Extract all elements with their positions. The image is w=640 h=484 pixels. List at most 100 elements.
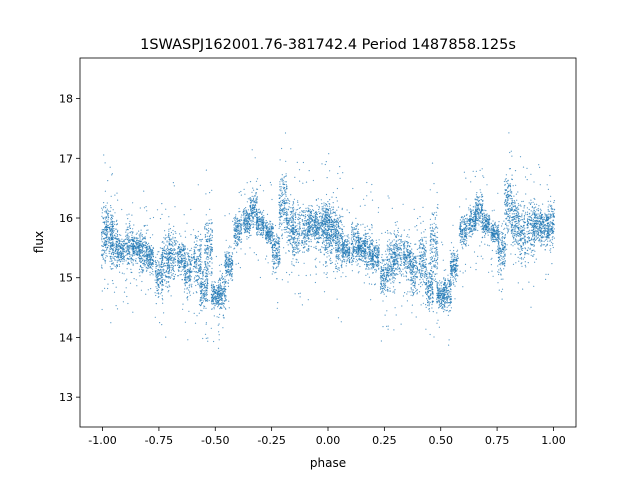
data-point	[387, 246, 389, 248]
data-point	[329, 250, 331, 252]
data-point	[338, 256, 340, 258]
data-point	[408, 251, 410, 253]
data-point	[413, 208, 415, 210]
data-point	[499, 232, 501, 235]
data-point	[417, 217, 419, 220]
data-point	[406, 249, 408, 251]
data-point	[351, 231, 353, 233]
data-point	[480, 209, 482, 211]
data-point	[450, 282, 452, 284]
data-point	[531, 220, 533, 222]
data-point	[422, 273, 424, 275]
data-point	[358, 234, 360, 237]
data-point	[501, 255, 503, 257]
data-point	[410, 276, 412, 279]
data-point	[337, 257, 339, 259]
data-point	[467, 244, 470, 246]
data-point	[428, 301, 430, 303]
data-point	[335, 247, 337, 249]
data-point	[402, 241, 404, 243]
data-point	[437, 236, 439, 239]
data-point	[436, 282, 438, 284]
data-point	[340, 250, 342, 252]
data-point	[354, 250, 356, 252]
data-point	[429, 269, 432, 271]
data-point	[422, 257, 425, 259]
data-point	[512, 263, 515, 265]
data-point	[374, 246, 376, 248]
data-point	[352, 233, 354, 235]
data-point	[420, 286, 422, 288]
data-point	[344, 250, 346, 252]
data-point	[388, 258, 390, 260]
data-point	[502, 236, 504, 238]
data-point	[516, 242, 518, 244]
data-point	[466, 232, 468, 234]
data-point	[369, 258, 371, 260]
data-point	[499, 256, 501, 258]
data-point	[396, 248, 398, 250]
data-point	[427, 290, 429, 292]
data-point	[336, 187, 338, 190]
data-point	[380, 279, 382, 281]
data-point	[470, 217, 472, 219]
data-point	[383, 274, 385, 277]
data-point	[514, 221, 517, 223]
data-point	[390, 282, 392, 284]
data-point	[366, 181, 368, 184]
data-point	[380, 281, 382, 283]
data-point	[352, 247, 354, 249]
data-point	[392, 286, 395, 288]
data-point	[473, 251, 476, 253]
data-point	[478, 210, 480, 212]
data-point	[518, 204, 520, 207]
data-point	[535, 206, 537, 208]
data-point	[395, 224, 397, 226]
data-point	[477, 202, 479, 204]
data-point	[481, 208, 483, 210]
data-point	[533, 245, 535, 247]
data-point	[468, 207, 470, 209]
data-point	[390, 233, 392, 235]
data-point	[386, 244, 388, 246]
data-point	[366, 242, 368, 244]
data-point	[522, 210, 524, 212]
data-point	[324, 261, 327, 263]
data-point	[335, 228, 337, 230]
data-point	[531, 244, 533, 246]
data-point	[445, 291, 447, 293]
data-point	[366, 233, 368, 235]
data-point	[351, 242, 353, 245]
data-point	[406, 262, 408, 264]
data-point	[533, 254, 535, 256]
data-point	[385, 281, 387, 283]
data-point	[339, 221, 341, 223]
data-point	[511, 223, 514, 225]
data-point	[338, 225, 340, 228]
data-point	[523, 207, 525, 209]
data-point	[368, 249, 370, 251]
data-point	[530, 229, 533, 231]
data-point	[533, 231, 535, 233]
data-point	[347, 255, 349, 257]
data-point	[505, 181, 507, 183]
data-point	[522, 288, 524, 290]
data-point	[381, 259, 383, 261]
data-point	[332, 226, 334, 229]
data-point	[384, 285, 386, 287]
data-point	[545, 224, 548, 227]
data-point	[449, 296, 451, 298]
data-point	[430, 241, 432, 243]
data-point	[436, 287, 438, 289]
data-point	[411, 283, 413, 285]
data-point	[476, 214, 478, 216]
data-point	[337, 254, 339, 257]
data-point	[393, 232, 395, 234]
data-point	[490, 233, 492, 235]
data-point	[443, 289, 445, 292]
data-point	[544, 214, 547, 216]
data-point	[537, 236, 540, 238]
data-point	[454, 274, 456, 276]
data-point	[422, 278, 424, 280]
data-point	[371, 183, 373, 186]
